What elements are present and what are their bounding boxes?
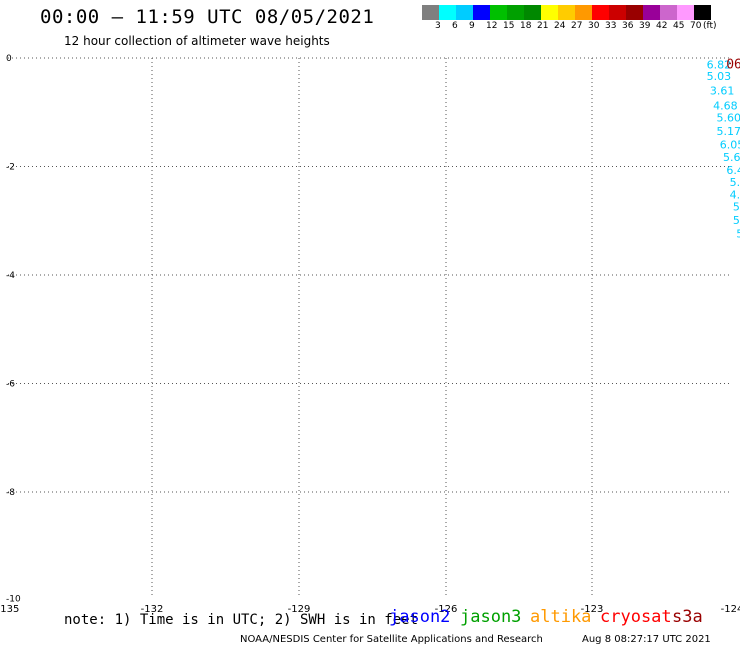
color-scale-label: 18 <box>520 21 532 31</box>
color-swatch <box>524 5 541 20</box>
page-subtitle: 12 hour collection of altimeter wave hei… <box>64 34 330 48</box>
color-swatch <box>541 5 558 20</box>
color-swatch <box>558 5 575 20</box>
chart-grid <box>8 57 732 598</box>
y-tick-label: 0 <box>6 54 12 64</box>
data-labels: 6.825.033.61 4.685.605.176.055.696.415.88… <box>707 57 740 265</box>
wave-height-label: 4.49 <box>730 189 740 202</box>
wave-height-label: 5.03 <box>707 70 732 83</box>
color-scale-label: (ft) <box>703 21 717 31</box>
x-tick-label: -124 <box>721 604 740 615</box>
color-scale-label: 30 <box>588 21 600 31</box>
color-swatch <box>609 5 626 20</box>
color-swatch <box>626 5 643 20</box>
wave-height-label: 5.19 <box>733 214 740 227</box>
color-scale-label: 9 <box>469 21 475 31</box>
x-tick-label: -132 <box>141 604 164 615</box>
color-scale-label: 15 <box>503 21 515 31</box>
color-scale-label: 21 <box>537 21 549 31</box>
page-title: 00:00 – 11:59 UTC 08/05/2021 <box>40 6 375 28</box>
footer-timestamp: Aug 8 08:27:17 UTC 2021 <box>582 634 711 645</box>
y-tick-label: -10 <box>6 595 21 605</box>
y-tick-label: -2 <box>6 163 15 173</box>
color-scale-label: 42 <box>656 21 668 31</box>
color-swatch <box>490 5 507 20</box>
pass-time-label: 0622 <box>726 57 740 72</box>
x-tick-label: -135 <box>0 604 19 615</box>
color-swatch <box>643 5 660 20</box>
color-swatch <box>422 5 439 20</box>
x-tick-label: -123 <box>581 604 604 615</box>
color-scale-label: 36 <box>622 21 634 31</box>
note-text: note: 1) Time is in UTC; 2) SWH is in fe… <box>64 612 419 628</box>
wave-height-label: 4.68 <box>713 100 738 113</box>
color-scale-label: 6 <box>452 21 458 31</box>
y-tick-label: -8 <box>6 488 15 498</box>
color-scale-bar <box>422 5 711 20</box>
color-swatch <box>660 5 677 20</box>
color-swatch <box>507 5 524 20</box>
color-swatch <box>592 5 609 20</box>
axis-tick-labels: -135 -132 -129 -126 -123 -124 0 -2 -4 -6 -8 -10 <box>0 54 740 615</box>
legend-item-cryosat: cryosat <box>600 607 672 627</box>
color-scale-label: 12 <box>486 21 498 31</box>
wave-height-label: 5.17 <box>716 125 740 138</box>
color-scale-label: 27 <box>571 21 583 31</box>
wave-height-label: 3.61 <box>710 84 735 97</box>
footer-credit: NOAA/NESDIS Center for Satellite Applica… <box>240 634 543 645</box>
color-swatch <box>694 5 711 20</box>
y-tick-label: -4 <box>6 271 15 281</box>
legend-item-altika: altika <box>530 607 592 627</box>
x-tick-label: -129 <box>288 604 311 615</box>
color-swatch <box>677 5 694 20</box>
color-swatch <box>473 5 490 20</box>
wave-height-label: 5.88 <box>730 176 740 189</box>
legend-item-jason2: jason2 <box>389 607 451 627</box>
wave-height-label: 5.36 <box>733 201 740 214</box>
legend-item-s3a: s3a <box>672 607 703 627</box>
color-swatch <box>456 5 473 20</box>
wave-height-label: 6.05 <box>720 138 740 151</box>
color-scale-label: 45 <box>673 21 685 31</box>
color-scale-label: 70 <box>690 21 702 31</box>
color-scale-label: 3 <box>435 21 441 31</box>
color-scale-labels: 3 6 9 12 15 18 21 24 27 30 33 36 39 42 45 70 (ft) <box>422 21 740 33</box>
wave-height-label: 5.69 <box>723 151 740 164</box>
color-scale-label: 24 <box>554 21 566 31</box>
wave-height-label: 6.41 <box>726 164 740 177</box>
legend-item-jason3: jason3 <box>460 607 522 627</box>
color-swatch <box>575 5 592 20</box>
color-scale-label: 39 <box>639 21 651 31</box>
wave-height-label: 5.60 <box>716 111 740 124</box>
wave-height-label: 5.75 <box>736 228 740 241</box>
color-swatch <box>439 5 456 20</box>
y-tick-label: -6 <box>6 380 15 390</box>
wave-height-label: 6.82 <box>707 58 732 71</box>
color-scale-label: 33 <box>605 21 617 31</box>
x-tick-label: -126 <box>435 604 458 615</box>
